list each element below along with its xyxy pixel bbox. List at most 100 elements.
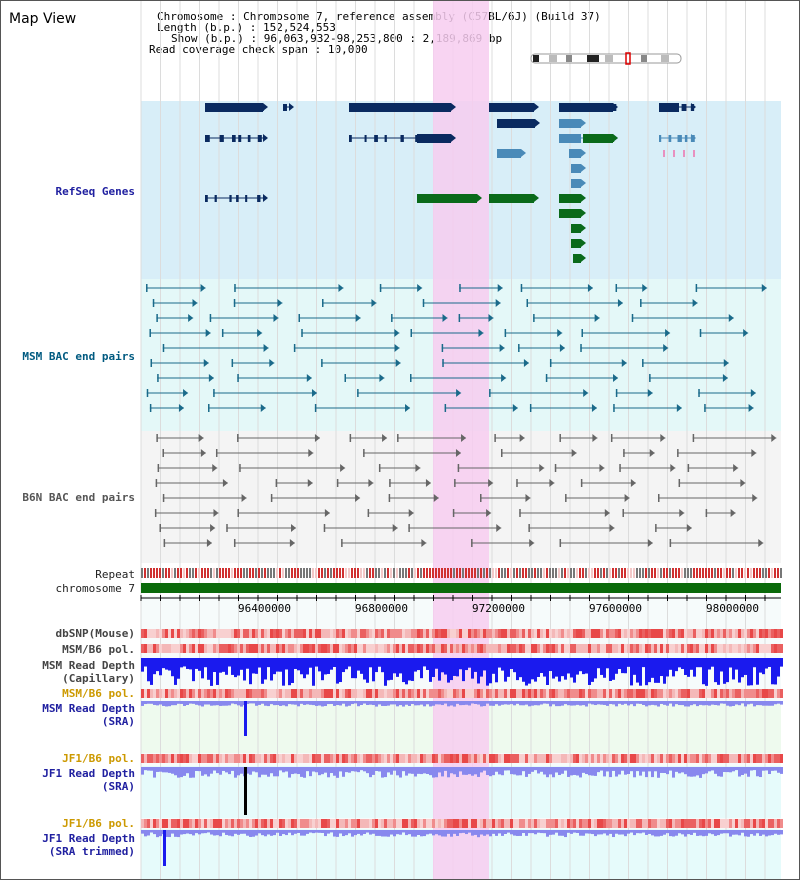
bac-end (221, 329, 224, 337)
repeat-segment (636, 568, 638, 578)
heat-cell (651, 819, 654, 828)
depth-bar (651, 767, 654, 778)
heat-cell (561, 819, 564, 828)
heat-cell (609, 819, 612, 828)
repeat-segment (258, 568, 260, 578)
depth-bar (588, 830, 591, 834)
repeat-segment (312, 568, 314, 578)
depth-bar (570, 767, 573, 776)
heat-cell (702, 689, 705, 698)
gene-arrow (581, 194, 586, 202)
repeat-segment (267, 568, 269, 578)
bac-arrow (306, 374, 312, 382)
heat-cell (624, 629, 627, 638)
depth-bar (681, 767, 684, 773)
depth-bar (765, 701, 768, 706)
repeat-segment (342, 568, 344, 578)
depth-bar (642, 830, 645, 833)
heat-cell (663, 689, 666, 698)
heat-cell (720, 754, 723, 763)
heat-cell (534, 629, 537, 638)
heat-cell (564, 819, 567, 828)
heat-cell (150, 754, 153, 763)
repeat-segment (657, 568, 659, 578)
heat-cell (696, 754, 699, 763)
gene-arrow (263, 103, 268, 111)
depth-bar (714, 767, 717, 774)
bac-end (410, 329, 413, 337)
depth-bar (678, 658, 681, 668)
heat-cell (144, 689, 147, 698)
heat-cell (615, 754, 618, 763)
heat-cell (321, 629, 324, 638)
depth-bar (495, 658, 498, 683)
depth-bar (501, 830, 504, 836)
repeat-segment (324, 568, 326, 578)
repeat-segment (477, 568, 479, 578)
depth-bar (657, 767, 660, 778)
depth-bar (534, 701, 537, 706)
repeat-segment (327, 568, 329, 578)
depth-bar (192, 767, 195, 778)
heat-cell (342, 754, 345, 763)
heat-cell (303, 754, 306, 763)
bac-arrow (649, 449, 655, 457)
depth-bar (603, 830, 606, 834)
depth-bar (534, 767, 537, 771)
heat-cell (171, 644, 174, 653)
heat-cell (165, 754, 168, 763)
depth-bar (378, 701, 381, 705)
depth-bar (192, 658, 195, 682)
heat-cell (579, 819, 582, 828)
depth-bar (672, 767, 675, 778)
depth-bar (624, 701, 627, 704)
depth-bar (324, 658, 327, 675)
heat-cell (519, 819, 522, 828)
depth-bar (765, 830, 768, 837)
heat-cell (276, 629, 279, 638)
depth-bar (666, 767, 669, 775)
heat-cell (741, 629, 744, 638)
repeat-segment (225, 568, 227, 578)
heat-cell (369, 644, 372, 653)
heat-cell (648, 644, 651, 653)
heat-cell (264, 754, 267, 763)
depth-bar (645, 830, 648, 836)
depth-bar (174, 701, 177, 706)
heat-cell (285, 819, 288, 828)
bac-end (559, 539, 562, 547)
heat-cell (303, 819, 306, 828)
depth-bar (246, 767, 249, 774)
heat-cell (456, 644, 459, 653)
depth-bar (462, 658, 465, 682)
depth-bar (777, 701, 780, 704)
depth-bar (528, 830, 531, 834)
heat-cell (282, 689, 285, 698)
heat-cell (360, 689, 363, 698)
depth-bar (660, 767, 663, 773)
heat-cell (288, 644, 291, 653)
heat-cell (474, 819, 477, 828)
heat-cell (687, 819, 690, 828)
repeat-segment (318, 568, 320, 578)
heat-cell (627, 644, 630, 653)
repeat-segment (507, 568, 509, 578)
depth-bar (441, 658, 444, 673)
depth-bar (381, 767, 384, 778)
heat-cell (555, 629, 558, 638)
depth-bar (489, 701, 492, 706)
depth-bar (156, 701, 159, 706)
heat-cell (438, 819, 441, 828)
heat-cell (144, 754, 147, 763)
depth-bar (591, 767, 594, 776)
heat-cell (162, 629, 165, 638)
gene-exon (257, 135, 262, 142)
bac-arrow (523, 359, 529, 367)
heat-cell (573, 689, 576, 698)
depth-bar (492, 767, 495, 776)
heat-cell (660, 819, 663, 828)
bac-arrow (203, 359, 209, 367)
bac-arrow (613, 374, 619, 382)
heat-cell (342, 644, 345, 653)
